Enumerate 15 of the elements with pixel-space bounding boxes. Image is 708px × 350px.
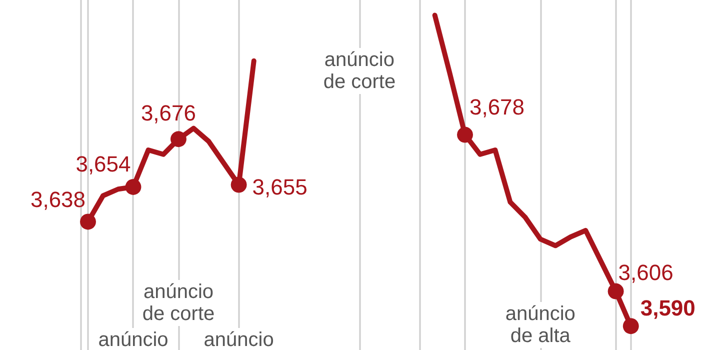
data-label: 3,678 xyxy=(469,94,525,120)
point xyxy=(230,176,247,193)
data-label: 3,638 xyxy=(30,187,86,212)
data-label: 3,655 xyxy=(252,174,308,200)
data-label: 3,590 xyxy=(640,296,696,321)
data-label: 3,676 xyxy=(140,100,196,126)
data-label: 3,606 xyxy=(618,260,674,285)
point xyxy=(80,214,96,230)
point xyxy=(170,131,186,148)
annotation: anúncio xyxy=(204,329,274,350)
annotation: anúncio de alta xyxy=(505,303,576,347)
point xyxy=(125,178,142,195)
data-label: 3,654 xyxy=(76,151,131,176)
text: anúncio de corte xyxy=(323,49,396,93)
annotation: anúncio xyxy=(98,329,168,350)
